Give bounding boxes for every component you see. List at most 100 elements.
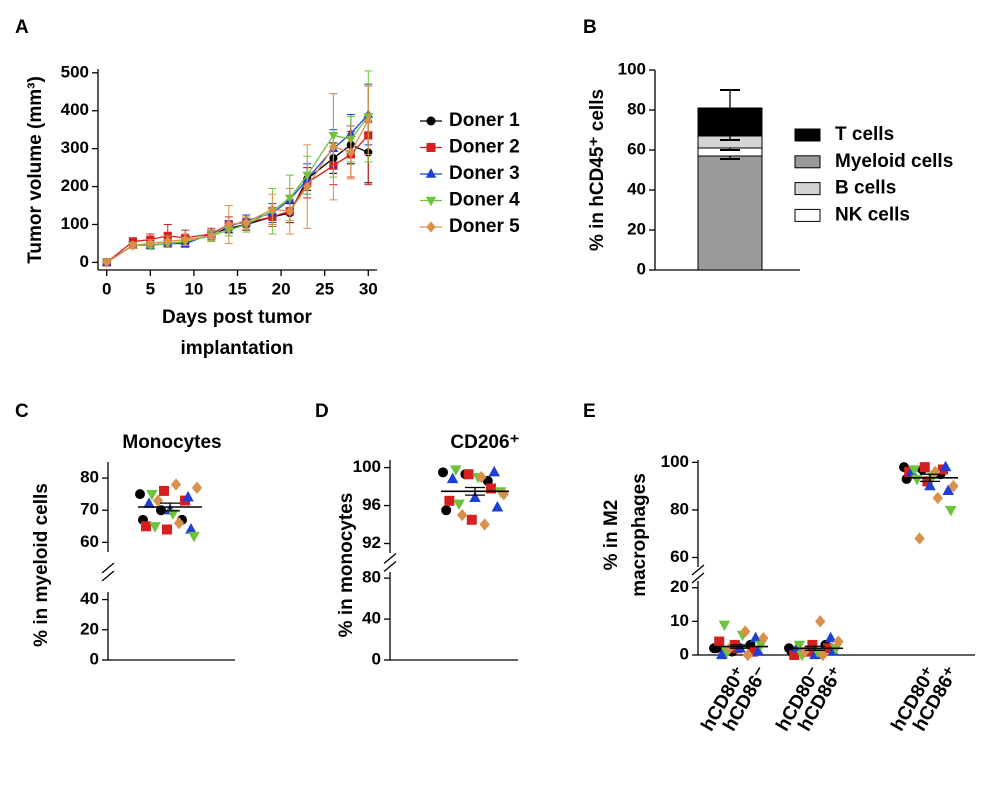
marker xyxy=(425,196,437,207)
y-tick-label: 0 xyxy=(80,252,89,271)
legend-label: Doner 2 xyxy=(449,137,520,158)
y-tick-label: 96 xyxy=(362,495,381,514)
marker xyxy=(425,168,437,178)
y-tick-label: 80 xyxy=(362,568,381,587)
bar-segment xyxy=(697,155,763,271)
marker xyxy=(302,181,312,192)
y-tick-label: 70 xyxy=(80,500,99,519)
panel-label: E xyxy=(583,401,596,422)
marker xyxy=(224,219,234,230)
marker xyxy=(426,143,436,152)
marker xyxy=(426,116,436,126)
y-tick-label: 400 xyxy=(61,100,89,119)
legend-swatch xyxy=(794,182,821,196)
marker xyxy=(793,640,806,652)
marker xyxy=(185,523,197,534)
marker xyxy=(159,485,169,496)
marker xyxy=(162,524,172,535)
y-tick-label: 500 xyxy=(61,62,89,81)
marker xyxy=(908,465,921,476)
marker xyxy=(102,257,111,268)
y-axis-label: macrophages xyxy=(629,473,650,597)
marker xyxy=(329,141,338,152)
marker xyxy=(241,217,251,228)
y-tick-label: 100 xyxy=(618,59,646,78)
y-tick-label: 80 xyxy=(627,99,646,118)
bar-segment xyxy=(697,107,763,137)
marker xyxy=(939,460,952,472)
axis-break xyxy=(383,553,397,564)
legend-label: Doner 1 xyxy=(449,110,520,131)
marker xyxy=(180,234,190,245)
y-tick-label: 40 xyxy=(627,179,646,198)
x-tick-label: 0 xyxy=(102,279,111,298)
y-tick-label: 10 xyxy=(670,611,689,630)
legend-swatch xyxy=(794,155,821,169)
marker xyxy=(498,487,509,501)
marker xyxy=(453,499,465,511)
legend-label: Doner 5 xyxy=(449,216,520,237)
x-tick-label: 30 xyxy=(359,279,378,298)
marker xyxy=(815,615,826,628)
y-tick-label: 0 xyxy=(90,649,99,668)
marker xyxy=(426,221,436,233)
y-axis-label: % in myeloid cells xyxy=(31,483,52,647)
marker xyxy=(824,631,837,643)
y-tick-label: 0 xyxy=(372,649,381,668)
y-tick-label: 40 xyxy=(80,589,99,608)
x-axis-label: Days post tumor xyxy=(162,307,313,328)
marker xyxy=(135,489,145,500)
marker xyxy=(188,531,200,543)
y-tick-label: 20 xyxy=(670,577,689,596)
marker xyxy=(191,481,203,494)
marker xyxy=(833,635,844,648)
y-tick-label: 20 xyxy=(627,219,646,238)
marker xyxy=(163,236,173,247)
marker xyxy=(914,532,925,545)
marker xyxy=(740,625,751,638)
marker xyxy=(173,516,185,530)
marker xyxy=(149,522,161,533)
legend-swatch xyxy=(794,208,821,222)
marker xyxy=(932,491,943,505)
marker xyxy=(457,508,468,522)
axis-break xyxy=(383,561,397,572)
marker xyxy=(152,494,164,507)
y-tick-label: 60 xyxy=(670,547,689,566)
marker xyxy=(182,490,194,502)
y-tick-label: 60 xyxy=(80,532,99,551)
marker xyxy=(128,240,138,251)
marker xyxy=(143,497,155,508)
y-tick-label: 92 xyxy=(362,533,381,552)
marker xyxy=(716,648,728,660)
marker xyxy=(364,115,373,126)
legend-label: Doner 3 xyxy=(449,163,520,184)
legend-label: Doner 4 xyxy=(449,190,520,211)
y-tick-label: 40 xyxy=(362,609,381,628)
legend-label: Myeloid cells xyxy=(835,151,953,172)
marker xyxy=(141,521,151,532)
marker xyxy=(450,465,462,476)
y-axis-label: Tumor volume (mm³) xyxy=(25,76,46,264)
x-tick-label: 25 xyxy=(315,279,334,298)
marker xyxy=(469,491,481,503)
marker xyxy=(444,495,455,506)
marker xyxy=(491,501,504,512)
marker xyxy=(207,230,216,241)
x-tick-label: 15 xyxy=(228,279,247,298)
marker xyxy=(346,147,356,158)
marker xyxy=(466,514,477,525)
marker xyxy=(911,474,923,486)
marker xyxy=(170,478,182,491)
marker xyxy=(714,636,725,647)
x-tick-label: 5 xyxy=(146,279,155,298)
panel-label: D xyxy=(315,401,329,422)
marker xyxy=(945,505,957,517)
marker xyxy=(146,238,155,249)
y-tick-label: 20 xyxy=(80,619,99,638)
legend-label: NK cells xyxy=(835,204,910,225)
x-axis-label: implantation xyxy=(181,338,294,359)
marker xyxy=(167,509,179,520)
legend-label: B cells xyxy=(835,178,896,199)
y-axis-label: % in monocytes xyxy=(336,493,357,638)
